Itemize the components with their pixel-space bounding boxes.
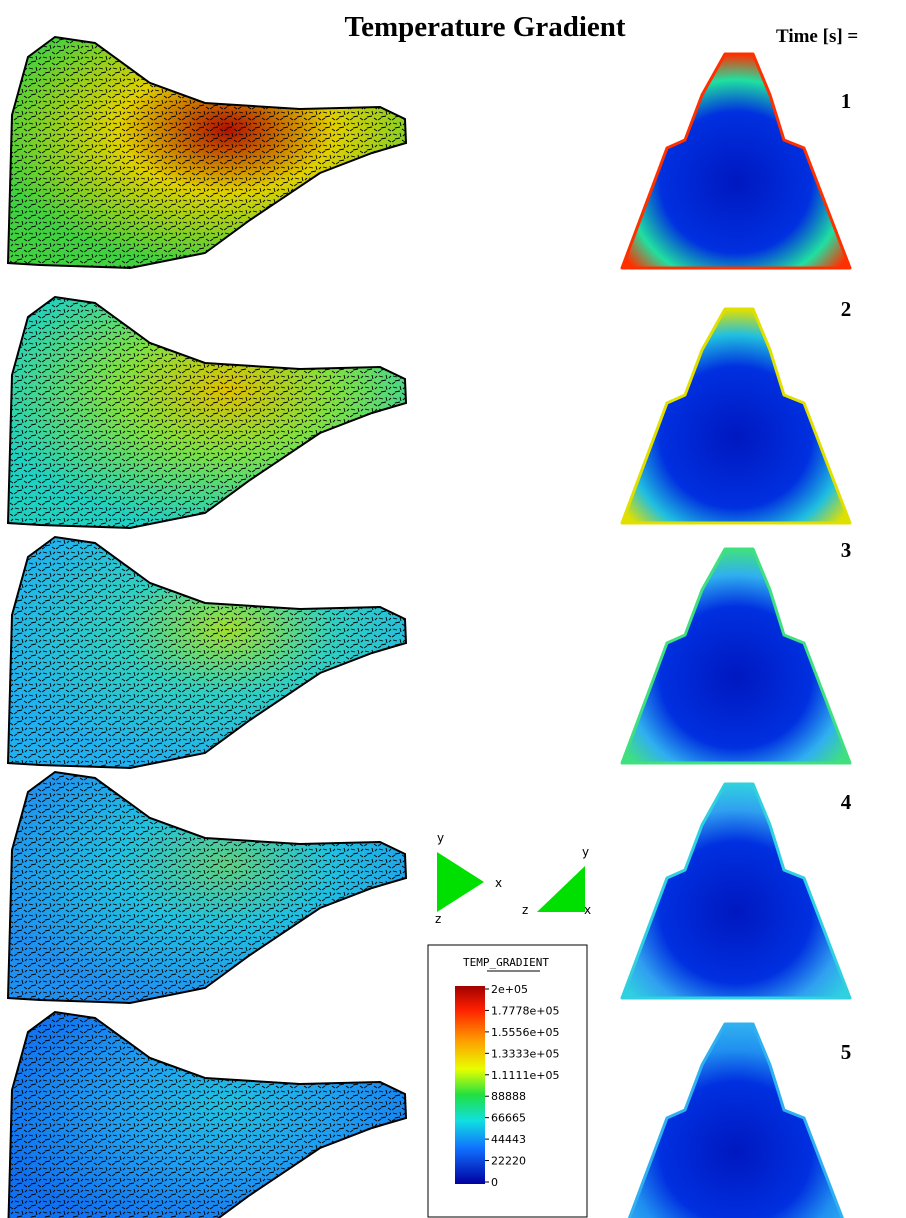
wing-mesh [8, 1012, 406, 1218]
wing-mesh [8, 37, 406, 268]
triad-2 [537, 866, 585, 912]
wing-mesh [8, 772, 406, 1003]
legend-label: 1.1111e+05 [491, 1069, 559, 1082]
legend-label: 1.3333e+05 [491, 1047, 559, 1060]
legend-labels: 2e+05 1.7778e+05 1.5556e+05 1.3333e+05 1.111… [485, 983, 559, 1189]
section [620, 307, 852, 525]
time-value: 4 [841, 790, 852, 814]
triad-label: x [584, 903, 591, 917]
frame: 3 [6, 535, 852, 770]
colorbar [455, 986, 485, 1184]
legend-label: 22220 [491, 1155, 526, 1168]
frame: 5 [7, 1010, 852, 1218]
legend-label: 88888 [491, 1090, 526, 1103]
section [627, 1022, 844, 1218]
triad-label: z [522, 903, 528, 917]
triad-1 [437, 852, 484, 912]
legend-label: 1.7778e+05 [491, 1004, 559, 1017]
frames: 1 2 3 4 5 [6, 35, 852, 1218]
legend-title: TEMP_GRADIENT [463, 956, 549, 969]
triad-label: y [582, 845, 589, 859]
frame: 2 [6, 295, 852, 530]
legend-label: 2e+05 [491, 983, 528, 996]
legend-label: 1.5556e+05 [491, 1026, 559, 1039]
time-value: 1 [841, 89, 852, 113]
legend-box [427, 944, 588, 1218]
time-value: 3 [841, 538, 852, 562]
time-label: Time [s] = [776, 26, 858, 47]
legend-label: 0 [491, 1176, 498, 1189]
triad-label: x [495, 876, 502, 890]
title: Temperature Gradient [344, 11, 625, 43]
legend-label: 44443 [491, 1133, 526, 1146]
triad-label: y [437, 831, 444, 845]
section [620, 782, 852, 1000]
section [620, 547, 852, 765]
wing-mesh [8, 537, 406, 768]
frame: 4 [6, 770, 852, 1005]
time-value: 5 [841, 1040, 852, 1064]
legend-label: 66665 [491, 1112, 526, 1125]
frame: 1 [6, 35, 852, 270]
time-value: 2 [841, 297, 852, 321]
wing-mesh [8, 297, 406, 528]
section [620, 52, 852, 270]
triad-label: z [435, 912, 441, 926]
